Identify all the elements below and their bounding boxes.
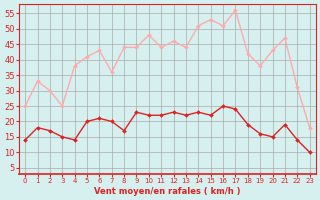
X-axis label: Vent moyen/en rafales ( km/h ): Vent moyen/en rafales ( km/h )	[94, 187, 241, 196]
